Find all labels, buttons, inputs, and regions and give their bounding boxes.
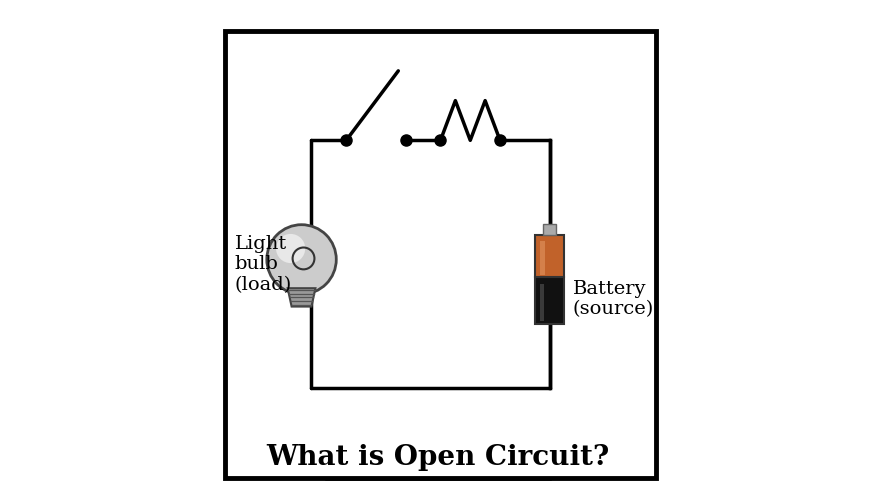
Circle shape xyxy=(267,225,336,294)
Circle shape xyxy=(276,234,305,263)
FancyBboxPatch shape xyxy=(540,284,544,321)
Text: What is Open Circuit?: What is Open Circuit? xyxy=(266,445,610,472)
FancyBboxPatch shape xyxy=(535,235,564,277)
Polygon shape xyxy=(287,288,315,306)
Text: Battery
(source): Battery (source) xyxy=(573,280,654,318)
FancyBboxPatch shape xyxy=(535,277,564,324)
Text: Light
bulb
(load): Light bulb (load) xyxy=(235,235,292,294)
FancyBboxPatch shape xyxy=(543,224,556,235)
FancyBboxPatch shape xyxy=(540,241,545,275)
FancyBboxPatch shape xyxy=(224,31,656,478)
